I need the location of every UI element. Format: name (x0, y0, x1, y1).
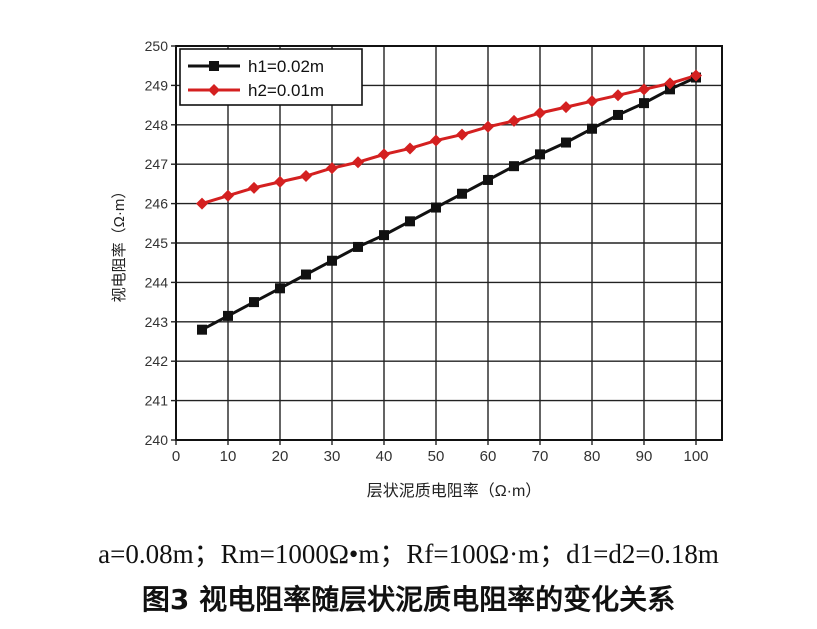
data-point (352, 156, 364, 169)
data-point (300, 170, 312, 183)
legend-marker-diamond (208, 84, 220, 96)
y-tick-label: 240 (145, 432, 169, 448)
y-tick-label: 242 (145, 353, 169, 369)
data-point (249, 297, 259, 308)
data-point (508, 114, 520, 127)
data-point (561, 137, 571, 148)
data-point (275, 283, 285, 294)
y-tick-label: 249 (145, 77, 169, 93)
data-point (353, 241, 363, 252)
x-axis-label: 层状泥质电阻率（Ω·m） (367, 482, 542, 500)
data-point (379, 230, 389, 241)
data-point (405, 216, 415, 227)
data-point (560, 101, 572, 114)
y-tick-label: 243 (145, 314, 169, 330)
legend-marker-square (209, 61, 219, 71)
data-point (222, 189, 234, 202)
data-point (535, 149, 545, 160)
y-tick-label: 247 (145, 156, 169, 172)
data-point (509, 161, 519, 172)
figure-parameters: a=0.08m；Rm=1000Ω•m；Rf=100Ω·m；d1=d2=0.18m (98, 539, 719, 569)
y-tick-label: 245 (145, 235, 169, 251)
data-point (482, 120, 494, 133)
data-point (430, 134, 442, 147)
data-point (457, 188, 467, 199)
x-tick-label: 80 (584, 448, 601, 465)
legend-box (179, 48, 363, 106)
data-point (301, 269, 311, 280)
x-tick-label: 60 (480, 448, 497, 465)
y-tick-label: 244 (145, 274, 169, 290)
y-tick-label: 248 (145, 117, 169, 133)
data-point (248, 181, 260, 194)
data-point (483, 174, 493, 185)
legend-label-1: h1=0.02m (248, 57, 324, 76)
x-tick-labels: 0 10 20 30 40 50 60 70 80 90 100 (172, 448, 709, 465)
data-point (431, 202, 441, 213)
data-point (586, 95, 598, 108)
data-point (587, 123, 597, 134)
data-point (378, 148, 390, 161)
y-tick-label: 250 (145, 38, 169, 54)
y-tick-label: 246 (145, 196, 169, 212)
data-point (274, 175, 286, 188)
data-point (690, 69, 702, 82)
x-tick-label: 10 (220, 448, 237, 465)
data-point (327, 255, 337, 266)
x-tick-label: 70 (532, 448, 549, 465)
x-tick-label: 30 (324, 448, 341, 465)
x-tick-label: 90 (636, 448, 653, 465)
data-point (196, 197, 208, 210)
legend-label-2: h2=0.01m (248, 81, 324, 100)
data-point (197, 324, 207, 335)
grid (176, 46, 722, 440)
axis-ticks (171, 45, 697, 445)
data-point (326, 162, 338, 175)
y-tick-label: 241 (145, 393, 169, 409)
y-axis-label: 视电阻率（Ω·m） (111, 184, 128, 303)
data-point (404, 142, 416, 155)
data-point (639, 98, 649, 109)
x-tick-label: 40 (376, 448, 393, 465)
legend: h1=0.02m h2=0.01m (179, 48, 363, 106)
data-point (638, 83, 650, 96)
data-point (613, 109, 623, 120)
figure-title: 图3 视电阻率随层状泥质电阻率的变化关系 (141, 583, 676, 616)
x-tick-label: 0 (172, 448, 180, 465)
data-point (223, 310, 233, 321)
data-point (534, 106, 546, 119)
series-markers (196, 69, 702, 335)
x-tick-label: 20 (272, 448, 289, 465)
data-point (664, 77, 676, 90)
x-tick-label: 100 (683, 448, 708, 465)
y-tick-labels: 240 241 242 243 244 245 246 247 248 249 250 (145, 38, 169, 448)
data-point (612, 89, 624, 102)
data-point (456, 128, 468, 141)
chart: 0 10 20 30 40 50 60 70 80 90 100 24024124224324424… (111, 38, 723, 500)
x-tick-label: 50 (428, 448, 445, 465)
